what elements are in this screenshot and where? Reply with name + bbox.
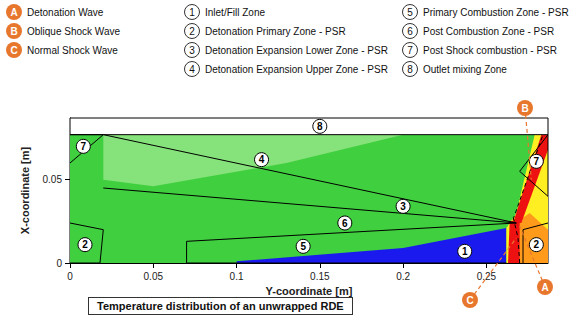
svg-text:7: 7 [81, 141, 87, 152]
svg-text:7: 7 [407, 45, 413, 56]
svg-text:Primary Combustion Zone - PSR: Primary Combustion Zone - PSR [423, 7, 569, 18]
svg-text:Outlet mixing Zone: Outlet mixing Zone [423, 64, 507, 75]
svg-text:4: 4 [189, 64, 195, 75]
svg-text:3: 3 [400, 201, 406, 212]
svg-text:2: 2 [82, 239, 88, 250]
svg-text:8: 8 [317, 121, 323, 132]
svg-text:Oblique Shock Wave: Oblique Shock Wave [27, 26, 120, 37]
svg-text:1: 1 [462, 246, 468, 257]
svg-text:Detonation Expansion Upper Zon: Detonation Expansion Upper Zone - PSR [205, 64, 388, 75]
svg-text:5: 5 [407, 7, 413, 18]
svg-text:Inlet/Fill Zone: Inlet/Fill Zone [205, 7, 265, 18]
svg-text:C: C [10, 45, 17, 56]
svg-text:1: 1 [189, 7, 195, 18]
html-text:Temperature distribution of an: Temperature distribution of an unwrapped… [97, 300, 344, 312]
svg-text:8: 8 [407, 64, 413, 75]
svg-text:6: 6 [407, 26, 413, 37]
svg-text:0.05: 0.05 [43, 174, 63, 185]
svg-text:Detonation Primary Zone - PSR: Detonation Primary Zone - PSR [205, 26, 346, 37]
svg-text:X-coordinate [m]: X-coordinate [m] [19, 146, 31, 234]
svg-text:3: 3 [189, 45, 195, 56]
svg-text:0: 0 [56, 258, 62, 269]
svg-text:Detonation Expansion Lower Zon: Detonation Expansion Lower Zone - PSR [205, 45, 388, 56]
svg-text:0.25: 0.25 [477, 271, 497, 282]
svg-text:Post Shock combustion - PSR: Post Shock combustion - PSR [423, 45, 557, 56]
svg-text:A: A [10, 7, 17, 18]
svg-text:Post Combustion Zone - PSR: Post Combustion Zone - PSR [423, 26, 554, 37]
svg-text:B: B [521, 103, 528, 114]
svg-text:2: 2 [189, 26, 195, 37]
svg-text:0.2: 0.2 [396, 271, 410, 282]
svg-text:A: A [541, 282, 548, 293]
svg-text:7: 7 [534, 156, 540, 167]
svg-text:4: 4 [259, 154, 265, 165]
svg-text:C: C [466, 295, 473, 306]
svg-text:0.1: 0.1 [230, 271, 244, 282]
svg-text:2: 2 [534, 239, 540, 250]
svg-text:Detonation Wave: Detonation Wave [27, 7, 104, 18]
svg-text:Y-coordinate [m]: Y-coordinate [m] [266, 285, 353, 297]
svg-text:6: 6 [342, 218, 348, 229]
svg-text:Normal Shock Wave: Normal Shock Wave [27, 45, 118, 56]
svg-text:B: B [10, 26, 17, 37]
svg-text:0: 0 [67, 271, 73, 282]
svg-text:5: 5 [300, 241, 306, 252]
svg-text:0.05: 0.05 [144, 271, 164, 282]
svg-text:0.15: 0.15 [310, 271, 330, 282]
